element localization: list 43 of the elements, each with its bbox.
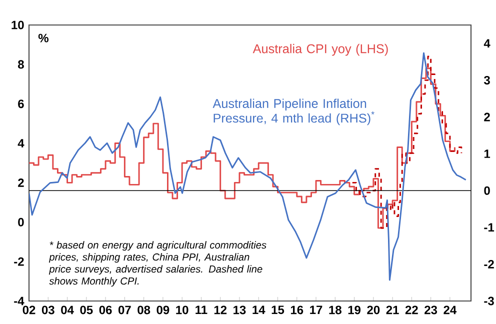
series-label: Australian Pipeline Inflation Pressure, 4 mth lead (RHS)$^{*}$ — [212, 98, 374, 126]
x-tick-label: 24 — [444, 306, 457, 314]
y-tick-label: 0 — [18, 218, 24, 226]
x-tick-label: 02 — [22, 306, 36, 314]
y2-tick-label: -3 — [484, 296, 494, 306]
y2-tick-label: 3 — [484, 76, 490, 84]
x-tick-label: 12 — [214, 306, 227, 314]
x-tick-label: 06 — [99, 306, 112, 314]
y2-tick-label: 1 — [484, 150, 490, 158]
x-tick-label: 18 — [329, 306, 342, 314]
x-tick-label: 23 — [424, 306, 438, 314]
y2-tick-label: 2 — [484, 112, 490, 122]
x-tick-label: 20 — [367, 306, 380, 314]
x-tick-label: 14 — [252, 306, 266, 314]
y2-tick-label: 0 — [484, 186, 490, 195]
y-tick-label: 2 — [18, 178, 24, 187]
y-tick-label: 6 — [18, 100, 24, 108]
y-axis-title: % — [38, 34, 48, 42]
x-tick-label: 05 — [80, 306, 93, 314]
y-tick-label: 10 — [12, 20, 24, 30]
x-tick-label: 08 — [138, 306, 150, 314]
x-tick-label: 03 — [42, 306, 54, 314]
x-tick-label: 07 — [118, 306, 131, 314]
x-tick-label: 13 — [234, 306, 246, 314]
y-tick-label: -2 — [14, 257, 24, 266]
x-tick-label: 11 — [196, 306, 208, 314]
y-tick-label: 8 — [18, 60, 24, 69]
y-tick-label: 4 — [18, 139, 24, 148]
x-tick-label: 19 — [348, 306, 361, 314]
y2-tick-label: 4 — [484, 39, 490, 48]
y2-tick-label: -2 — [484, 260, 494, 268]
text: Australia CPI yoy (LHS) — [252, 44, 388, 56]
annotation: * based on energy and agricultural commodities prices, shipping rates, China PPI, Australian price surveys, advertised salaries. Dashed line shows Monthly CPI. — [48, 241, 266, 287]
x-tick-label: 10 — [176, 306, 188, 314]
x-tick-label: 04 — [61, 306, 74, 314]
y2-tick-label: -1 — [484, 223, 494, 232]
x-tick-label: 17 — [310, 306, 322, 314]
y-tick-label: -4 — [14, 296, 24, 306]
x-tick-label: 16 — [290, 306, 304, 314]
x-tick-label: 22 — [405, 306, 418, 314]
x-tick-label: 09 — [156, 306, 170, 314]
x-tick-label: 15 — [272, 306, 284, 314]
x-tick-label: 21 — [386, 306, 399, 314]
